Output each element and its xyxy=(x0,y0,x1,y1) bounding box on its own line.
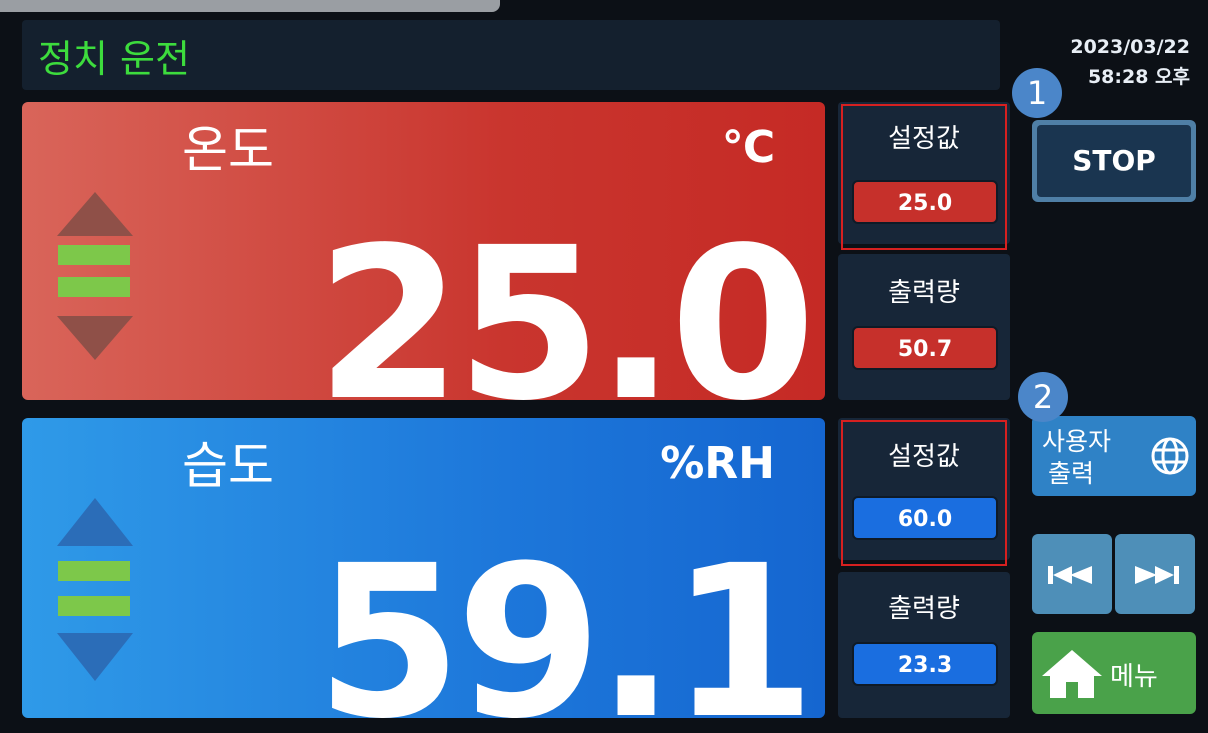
annotation-badge: 2 xyxy=(1018,372,1068,422)
date: 2023/03/22 xyxy=(1030,36,1190,58)
up-arrow[interactable] xyxy=(57,192,133,236)
mode-title: 정치 운전 xyxy=(38,28,190,83)
menu-button[interactable]: 메뉴 xyxy=(1032,632,1196,714)
temperature-panel: 온도 ℃ 25.0 xyxy=(22,102,825,400)
next-button[interactable] xyxy=(1115,534,1195,614)
humidity-unit: %RH xyxy=(660,438,775,489)
stop-label: STOP xyxy=(1037,125,1191,197)
menu-label: 메뉴 xyxy=(1110,656,1158,693)
prev-icon xyxy=(1032,534,1112,614)
level-bar xyxy=(58,277,130,297)
highlight-box xyxy=(841,420,1007,566)
globe-icon xyxy=(1150,436,1190,476)
output-value: 50.7 xyxy=(852,326,998,370)
stop-button[interactable]: STOP xyxy=(1032,120,1196,202)
level-bar xyxy=(58,561,130,581)
temperature-value: 25.0 xyxy=(316,220,810,400)
user-output-line: 사용자 xyxy=(1042,422,1111,458)
highlight-box xyxy=(841,104,1007,250)
temperature-label: 온도 xyxy=(182,110,274,182)
top-tab xyxy=(0,0,500,12)
down-arrow[interactable] xyxy=(57,316,133,360)
output-value: 23.3 xyxy=(852,642,998,686)
next-icon xyxy=(1115,534,1195,614)
up-arrow[interactable] xyxy=(57,498,133,546)
temperature-unit: ℃ xyxy=(722,122,775,173)
down-arrow[interactable] xyxy=(57,633,133,681)
user-output-line: 출력 xyxy=(1048,454,1094,490)
humidity-panel: 습도 %RH 59.1 xyxy=(22,418,825,718)
humidity-label: 습도 xyxy=(182,426,274,498)
level-bar xyxy=(58,245,130,265)
screen: 정치 운전 2023/03/22 58:28 오후 온도 ℃ 25.0 습도 %… xyxy=(0,0,1208,733)
output-label: 출력량 xyxy=(838,272,1010,309)
annotation-badge: 1 xyxy=(1012,68,1062,118)
home-icon xyxy=(1040,646,1104,702)
humidity-value: 59.1 xyxy=(316,538,810,718)
level-bar xyxy=(58,596,130,616)
prev-button[interactable] xyxy=(1032,534,1112,614)
user-output-button[interactable]: 사용자 출력 xyxy=(1032,416,1196,496)
output-label: 출력량 xyxy=(838,588,1010,625)
